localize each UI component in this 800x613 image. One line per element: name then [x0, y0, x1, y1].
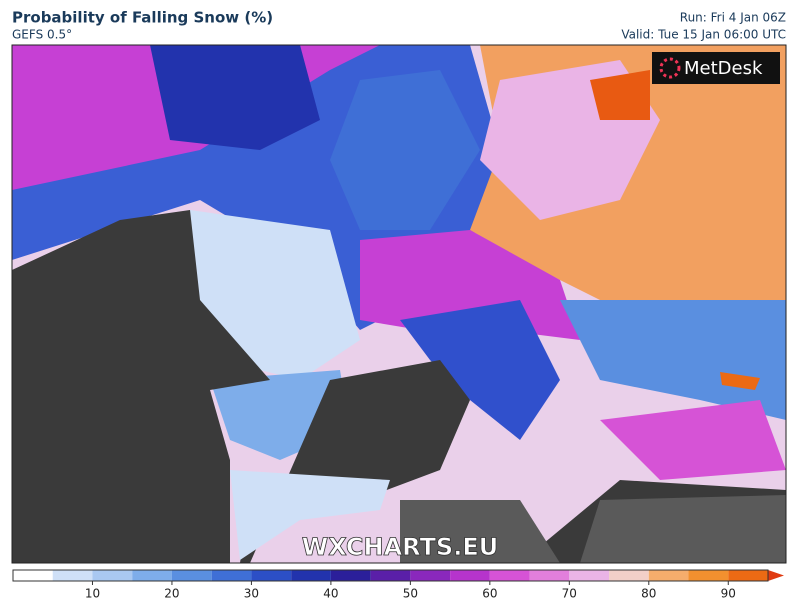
logo-box	[652, 52, 780, 84]
colorbar-segment	[609, 570, 649, 581]
colorbar-segment	[251, 570, 292, 581]
colorbar-arrow	[768, 570, 784, 581]
colorbar-segment	[529, 570, 570, 581]
logo: MetDesk	[684, 58, 763, 79]
watermark: WXCHARTS.EU	[302, 533, 498, 561]
colorbar-segment	[92, 570, 133, 581]
colorbar-segment	[132, 570, 172, 581]
colorbar-tick-label: 90	[721, 587, 736, 601]
colorbar-segment	[370, 570, 411, 581]
valid-time: Valid: Tue 15 Jan 06:00 UTC	[621, 28, 786, 42]
colorbar-segment	[171, 570, 212, 581]
colorbar-segment	[728, 570, 768, 581]
colorbar-tick-label: 50	[403, 587, 418, 601]
colorbar-segment	[52, 570, 93, 581]
title: Probability of Falling Snow (%)	[12, 9, 273, 27]
colorbar-segment	[211, 570, 252, 581]
colorbar-tick-label: 20	[164, 587, 179, 601]
colorbar-tick-label: 10	[85, 587, 100, 601]
colorbar-segment	[410, 570, 451, 581]
map: MetDesk WXCHARTS.EU	[11, 44, 787, 564]
run-time: Run: Fri 4 Jan 06Z	[680, 11, 786, 25]
colorbar-tick-label: 30	[244, 587, 259, 601]
colorbar: 10 20 30 40 50 60 70 80 90	[12, 569, 784, 601]
colorbar-segment	[569, 570, 610, 581]
colorbar-segment	[489, 570, 530, 581]
colorbar-segment	[330, 570, 371, 581]
colorbar-tick-label: 40	[323, 587, 338, 601]
colorbar-tick-label: 80	[641, 587, 656, 601]
colorbar-segment	[291, 570, 331, 581]
colorbar-segment	[13, 570, 53, 581]
colorbar-segment	[688, 570, 729, 581]
colorbar-frame	[12, 569, 769, 582]
colorbar-tick-label: 60	[482, 587, 497, 601]
subtitle: GEFS 0.5°	[12, 28, 72, 42]
colorbar-tick-label: 70	[562, 587, 577, 601]
colorbar-segment	[648, 570, 689, 581]
colorbar-segment	[450, 570, 490, 581]
